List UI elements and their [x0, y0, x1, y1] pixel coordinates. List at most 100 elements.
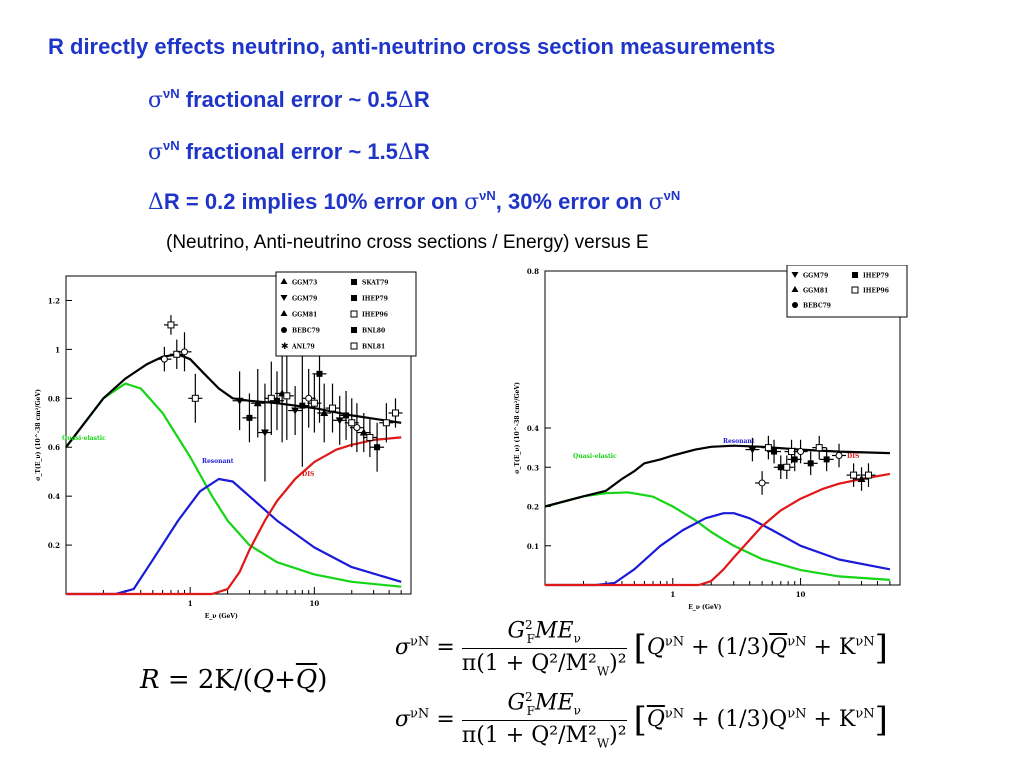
x-tick-label: 1	[670, 590, 675, 599]
bullet-text: fractional error ~ 0.5	[179, 87, 398, 112]
qbar-symbol: Q	[769, 635, 788, 661]
superscript: νN	[163, 138, 180, 153]
den-end: )²	[609, 722, 627, 748]
qbar-symbol: Q	[295, 665, 318, 695]
legend-item: BNL81	[350, 342, 385, 351]
slide-title: R directly effects neutrino, anti-neutri…	[48, 34, 776, 59]
data-point	[819, 447, 834, 472]
x-axis-label: E_ν (GeV)	[205, 613, 238, 620]
data-point	[325, 383, 340, 433]
svg-text:SKAT79: SKAT79	[362, 280, 388, 287]
svg-text:BEBC79: BEBC79	[292, 328, 320, 335]
k-term: + K	[806, 635, 856, 661]
series-total	[544, 444, 890, 508]
delta-symbol: Δ	[397, 140, 414, 165]
svg-text:GGM79: GGM79	[292, 296, 317, 303]
bullet-1: σνN fractional error ~ 0.5ΔR	[148, 86, 430, 113]
data-point	[301, 368, 316, 428]
svg-text:BEBC79: BEBC79	[803, 303, 831, 310]
curve-annotation: Quasi-elastic	[573, 453, 617, 460]
subscript: ν	[573, 703, 581, 718]
data-point	[349, 403, 364, 453]
data-point	[332, 395, 347, 445]
bullet-2: σνN fractional error ~ 1.5ΔR	[148, 138, 430, 165]
superscript: νN	[410, 634, 430, 650]
curve-annotation: Resonant	[723, 438, 755, 445]
legend-item: IHEP79	[351, 295, 388, 303]
curve-annotation: DIS	[847, 453, 859, 460]
data-point	[755, 471, 770, 495]
antineutrino-cross-section-chart: 0.1 0.2 0.3 0.4 0.8 1 10 E_ν (GeV) σ_T(E_ν) (10^…	[514, 265, 908, 611]
svg-text:GGM81: GGM81	[292, 312, 317, 319]
data-point	[761, 435, 776, 460]
data-point	[242, 393, 257, 443]
g-symbol: G	[507, 690, 526, 716]
qbar-symbol: Q	[646, 707, 665, 733]
superscript: 2	[525, 690, 533, 704]
bullet-tail: R	[413, 139, 430, 164]
curve-annotation: Resonant	[202, 458, 234, 465]
series-dis	[545, 472, 891, 587]
data-point	[803, 451, 818, 476]
sigma-symbol: σ	[395, 635, 411, 661]
y-axis-label: σ_T(E_ν) (10^-38 cm²/GeV)	[514, 382, 521, 474]
delta-symbol: Δ	[397, 88, 414, 113]
data-point	[250, 368, 265, 438]
y-tick-label: 0.4	[48, 492, 60, 501]
legend-item: GGM73	[280, 278, 317, 287]
svg-text:IHEP96: IHEP96	[362, 312, 388, 319]
bracket-mid: + (1/3)Q	[684, 707, 788, 733]
bullet-text-a: R = 0.2 implies 10% error on	[163, 189, 465, 214]
legend-item: GGM79	[280, 295, 317, 303]
neutrino-cross-section-chart: 0.2 0.4 0.6 0.8 1 1.2 1 10 E_ν (GeV) σ_T(E_ν) (10…	[35, 271, 417, 620]
x-tick-label: 1	[188, 599, 193, 608]
legend-item: ✱ ANL79	[281, 341, 315, 351]
x-axis-label: E_ν (GeV)	[688, 604, 721, 611]
series-quasi-elastic	[65, 382, 402, 588]
series-dis	[66, 436, 402, 596]
legend-item: GGM79	[791, 272, 828, 280]
superscript: 2	[525, 618, 533, 632]
curve-annotation: Quasi-elastic	[62, 435, 106, 442]
x-tick-label: 10	[796, 590, 806, 599]
numerator: G2FMEν	[461, 690, 627, 721]
y-tick-label: 0.2	[48, 541, 60, 550]
data-point	[356, 412, 371, 453]
bullet-text-b: , 30% error on	[495, 189, 649, 214]
sigma-symbol: σ	[648, 190, 664, 215]
data-point	[232, 371, 247, 431]
legend-box	[786, 265, 908, 318]
y-tick-label: 0.4	[527, 424, 539, 433]
superscript: νN	[479, 188, 496, 203]
data-point	[279, 351, 294, 440]
x-tick-label: 10	[309, 599, 319, 608]
q-symbol: Q	[646, 635, 665, 661]
svg-text:IHEP96: IHEP96	[863, 288, 889, 295]
data-point	[745, 437, 760, 462]
data-point	[370, 422, 385, 472]
den-end: )²	[609, 650, 627, 676]
y-tick-label: 0.8	[527, 267, 539, 276]
me-symbol: ME	[534, 690, 574, 716]
y-tick-label: 0.1	[527, 542, 539, 551]
me-symbol: ME	[534, 618, 574, 644]
data-point	[388, 398, 403, 428]
sigma-symbol: σ	[395, 707, 411, 733]
data-point	[257, 383, 272, 482]
bullet-3: ΔR = 0.2 implies 10% error on σνN, 30% e…	[148, 188, 680, 215]
superscript: νN	[787, 634, 807, 650]
legend-box	[275, 271, 417, 357]
svg-text:ANL79: ANL79	[291, 344, 315, 351]
subscript: ν	[573, 631, 581, 646]
svg-text:IHEP79: IHEP79	[362, 296, 388, 303]
subscript: F	[526, 703, 535, 718]
g-symbol: G	[507, 618, 526, 644]
superscript: νN	[855, 706, 875, 722]
bracket-mid: + (1/3)	[684, 635, 770, 661]
superscript: νN	[855, 634, 875, 650]
data-point	[295, 344, 310, 467]
svg-text:IHEP79: IHEP79	[863, 273, 889, 280]
legend-item: SKAT79	[351, 279, 388, 287]
series-resonant	[545, 512, 891, 587]
legend-item: IHEP96	[350, 310, 388, 319]
